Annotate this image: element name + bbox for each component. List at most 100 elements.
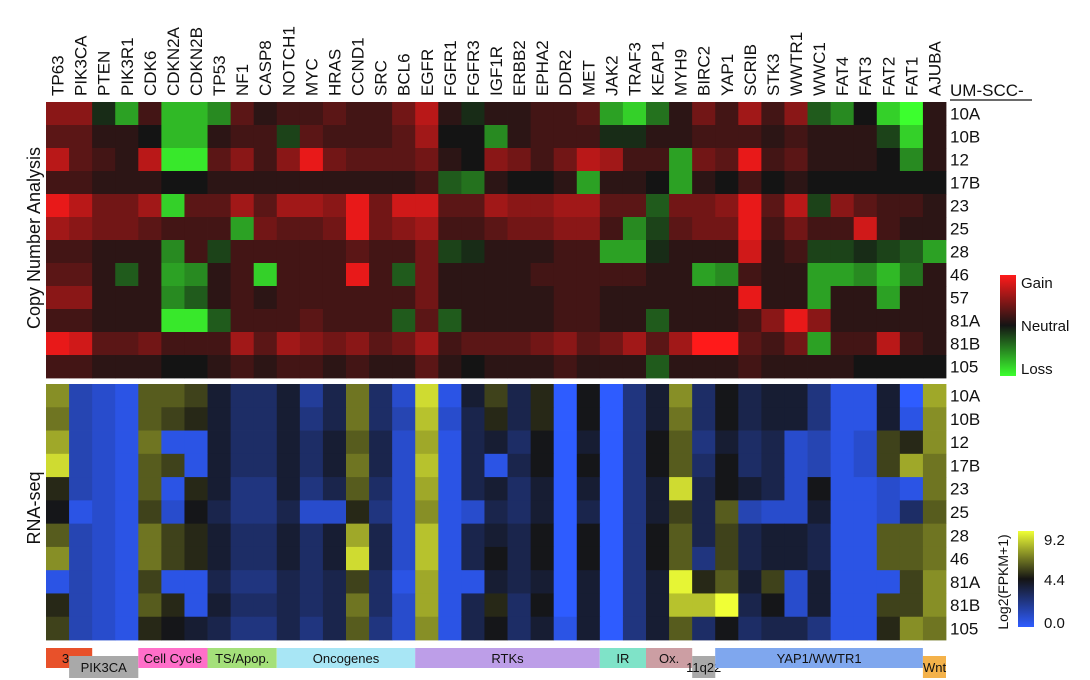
heatmap-cell	[46, 148, 70, 172]
heatmap-cell	[115, 430, 139, 455]
heatmap-cell	[738, 523, 762, 548]
heatmap-cell	[853, 171, 878, 195]
heatmap-cell	[530, 477, 555, 501]
heatmap-cell	[392, 286, 416, 310]
heatmap-cell	[622, 263, 647, 287]
heatmap-cell	[761, 355, 785, 379]
heatmap-cell	[138, 430, 162, 455]
heatmap-cell	[646, 332, 670, 356]
heatmap-cell	[184, 171, 208, 195]
gene-label: WWTR1	[787, 32, 806, 96]
heatmap-cell	[207, 500, 232, 525]
heatmap-cell	[853, 286, 878, 310]
heatmap-cell	[576, 430, 601, 455]
gene-label: MYC	[302, 58, 321, 96]
heatmap-cell	[576, 593, 601, 618]
heatmap-cell	[276, 523, 301, 548]
heatmap-cell	[761, 171, 785, 195]
heatmap-cell	[738, 593, 762, 618]
gene-label: YAP1	[718, 54, 737, 96]
heatmap-cell	[738, 570, 762, 594]
heatmap-cell	[415, 171, 439, 195]
heatmap-cell	[507, 407, 532, 431]
heatmap-cell	[346, 616, 370, 641]
heatmap-cell	[92, 355, 116, 379]
heatmap-cell	[876, 240, 901, 264]
heatmap-cell	[738, 355, 762, 379]
heatmap-cell	[922, 286, 947, 310]
heatmap-cell	[46, 546, 70, 571]
heatmap-cell	[922, 194, 947, 218]
sample-label: 23	[950, 480, 969, 499]
heatmap-cell	[161, 546, 185, 571]
category-band	[599, 648, 646, 668]
heatmap-cell	[738, 546, 762, 571]
heatmap-cell	[207, 616, 232, 641]
gene-label: SRC	[372, 60, 391, 96]
heatmap-cell	[784, 430, 808, 455]
heatmap-cell	[253, 309, 278, 333]
heatmap-cell	[346, 430, 370, 455]
heatmap-cell	[715, 616, 739, 641]
heatmap-cell	[438, 453, 462, 478]
heatmap-cell	[530, 286, 555, 310]
heatmap-cell	[761, 500, 785, 525]
heatmap-cell	[138, 384, 162, 408]
heatmap-cell	[830, 125, 855, 149]
heatmap-cell	[299, 286, 324, 310]
rna-legend-tick-mid: 4.4	[1044, 572, 1065, 589]
heatmap-cell	[461, 309, 485, 333]
sample-label: 28	[950, 243, 969, 262]
heatmap-cell	[807, 384, 832, 408]
heatmap-cell	[784, 500, 808, 525]
heatmap-cell	[530, 125, 555, 149]
heatmap-cell	[784, 570, 808, 594]
heatmap-cell	[761, 332, 785, 356]
heatmap-cell	[230, 570, 255, 594]
heatmap-cell	[738, 217, 762, 241]
heatmap-cell	[69, 171, 93, 195]
heatmap-cell	[876, 546, 901, 571]
heatmap-cell	[346, 407, 370, 431]
category-band	[69, 656, 139, 678]
heatmap-cell	[830, 240, 855, 264]
heatmap-cell	[230, 171, 255, 195]
heatmap-cell	[438, 125, 462, 149]
heatmap-cell	[507, 500, 532, 525]
heatmap-cell	[184, 500, 208, 525]
heatmap-cell	[853, 355, 878, 379]
heatmap-cell	[830, 407, 855, 431]
heatmap-cell	[692, 355, 716, 379]
gene-label: FAT4	[833, 57, 852, 96]
heatmap-cell	[161, 125, 185, 149]
heatmap-cell	[876, 309, 901, 333]
heatmap-cell	[899, 500, 924, 525]
heatmap-cell	[784, 453, 808, 478]
heatmap-cell	[669, 102, 693, 126]
heatmap-cell	[853, 570, 878, 594]
heatmap-cell	[369, 194, 393, 218]
heatmap-cell	[369, 263, 393, 287]
heatmap-cell	[507, 453, 532, 478]
heatmap-cell	[830, 384, 855, 408]
gene-label: MYH9	[672, 49, 691, 96]
heatmap-cell	[715, 546, 739, 571]
heatmap-cell	[346, 593, 370, 618]
heatmap-cell	[761, 309, 785, 333]
heatmap-cell	[738, 148, 762, 172]
heatmap-cell	[415, 616, 439, 641]
heatmap-cell	[599, 263, 624, 287]
heatmap-cell	[438, 500, 462, 525]
heatmap-cell	[553, 102, 578, 126]
heatmap-cell	[346, 332, 370, 356]
heatmap-cell	[553, 148, 578, 172]
heatmap-cell	[876, 217, 901, 241]
legend-neutral-label: Neutral	[1021, 318, 1069, 335]
heatmap-cell	[276, 217, 301, 241]
heatmap-cell	[69, 430, 93, 455]
heatmap-cell	[807, 407, 832, 431]
heatmap-cell	[784, 217, 808, 241]
gene-label: STK3	[764, 53, 783, 96]
heatmap-cell	[230, 407, 255, 431]
heatmap-cell	[461, 500, 485, 525]
